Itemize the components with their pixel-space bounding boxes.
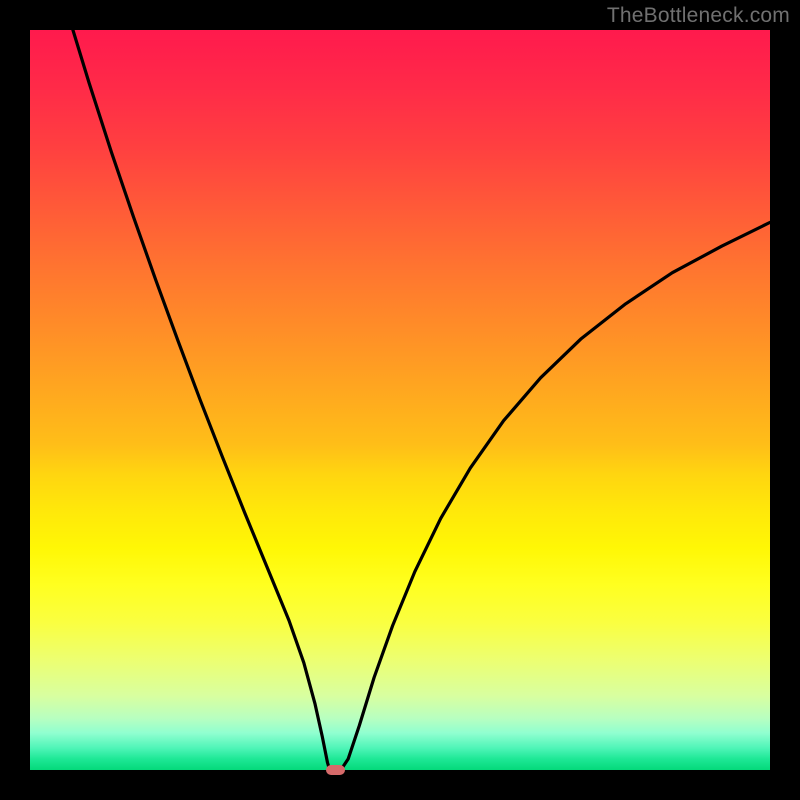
minimum-marker [326,765,345,775]
watermark-text: TheBottleneck.com [607,4,790,28]
chart-plot-area [30,30,770,770]
bottleneck-curve [30,30,770,770]
